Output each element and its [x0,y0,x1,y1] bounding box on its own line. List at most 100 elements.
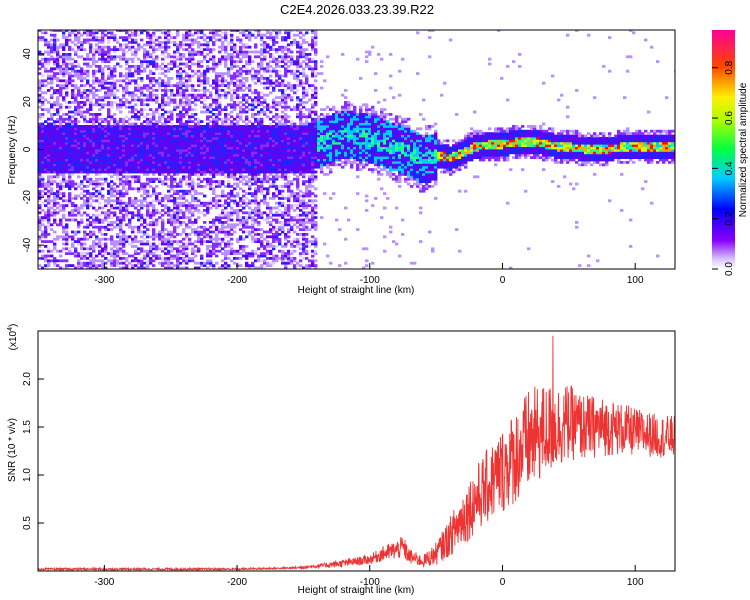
spectrogram-cell [200,254,204,258]
spectrogram-cell [101,134,105,138]
spectrogram-cell [206,108,210,111]
spectrogram-cell [128,175,132,179]
spectrogram-cell [74,30,78,32]
spectrogram-cell [266,108,270,111]
spectrogram-cell [146,98,150,102]
spectrogram-cell [230,122,234,126]
spectrogram-cell [182,259,186,263]
spectrogram-cell [146,77,150,80]
spectrogram-cell [113,134,117,138]
spectrogram-cell [41,125,45,128]
spectrogram-cell [206,259,210,263]
spectrogram-cell [101,153,105,157]
spectrogram-cell [251,175,255,179]
spectrogram-cell [95,194,99,198]
spectrogram-cell [233,96,237,99]
spectrogram-cell [89,182,93,186]
spectrogram-cell [221,213,225,217]
spectrogram-cell [227,137,231,140]
spectrogram-cell [152,233,156,236]
spectrogram-cell [110,144,114,147]
spectrogram-cell [152,173,156,176]
spectrogram-cell [47,261,51,265]
spectrogram-cell [239,168,243,171]
spectrogram-cell [68,74,72,78]
spectrogram-cell [134,199,138,203]
spectrogram-cell [44,228,48,231]
spectrogram-cell [98,249,102,253]
spectrogram-cell [257,228,261,231]
spectrogram-cell [110,259,114,263]
spectrogram-cell [59,137,63,140]
spectrogram-cell [179,98,183,102]
spectrogram-cell [131,163,135,167]
spectrogram-cell [167,132,171,135]
spectrogram-cell [203,153,207,157]
spectrogram-cell [128,117,132,121]
spectrogram-cell [110,204,114,207]
spectrogram-cell [38,101,42,104]
spectrogram-cell [266,242,270,246]
spectrogram-cell [125,177,129,181]
spectrogram-cell [221,247,225,251]
spectrogram-cell [140,204,144,207]
spectrogram-cell [59,168,63,171]
spectrogram-cell [146,96,150,99]
spectrogram-cell [212,252,216,255]
spectrogram-cell [83,72,87,75]
spectrogram-cell [179,132,183,135]
spectrogram-cell [254,163,258,167]
spectrogram-cell [167,79,171,83]
spectrogram-cell [188,156,192,159]
spectrogram-cell [179,180,183,183]
spectrogram-cell [119,98,123,102]
spectrogram-cell [185,120,189,123]
spectrogram-cell [89,168,93,171]
spectrogram-cell [173,264,177,267]
spectrogram-cell [176,48,180,51]
spectrogram-cell [128,168,132,171]
spectrogram-cell [182,197,186,200]
spectrogram-cell [113,189,117,193]
spectrogram-cell [83,158,87,162]
spectrogram-cell [188,225,192,229]
spectrogram-cell [191,139,195,143]
spectrogram-cell [92,180,96,183]
spectrogram-cell [131,108,135,111]
spectrogram-cell [239,199,243,203]
spectrogram-cell [107,158,111,162]
spectrogram-cell [56,139,60,143]
spectrogram-cell [191,89,195,92]
spectrogram-cell [158,144,162,147]
spectrogram-cell [50,189,54,193]
spectrogram-cell [125,204,129,207]
spectrogram-cell [164,163,168,167]
spectrogram-cell [146,129,150,133]
spectrogram-cell [191,69,195,73]
spectrogram-cell [200,129,204,133]
spectrogram-cell [269,182,273,186]
spectrogram-cell [125,192,129,195]
spectrogram-cell [161,115,165,119]
spectrogram-cell [80,146,84,150]
spectrogram-cell [191,125,195,128]
spectrogram-cell [266,245,270,248]
spectrogram-cell [248,132,252,135]
spectrogram-cell [149,134,153,138]
spectrogram-cell [80,113,84,116]
spectrogram-cell [263,110,267,114]
spectrogram-cell [167,115,171,119]
spectrogram-cell [68,218,72,222]
spectrogram-cell [164,89,168,92]
spectrogram-cell [116,235,120,239]
spectrogram-cell [245,235,249,239]
spectrogram-cell [197,117,201,121]
spectrogram-cell [119,182,123,186]
spectrogram-cell [251,74,255,78]
spectrogram-cell [56,163,60,167]
spectrogram-cell [260,50,264,54]
spectrogram-cell [107,72,111,75]
spectrogram-cell [197,182,201,186]
spectrogram-cell [59,206,63,210]
spectrogram-cell [68,48,72,51]
